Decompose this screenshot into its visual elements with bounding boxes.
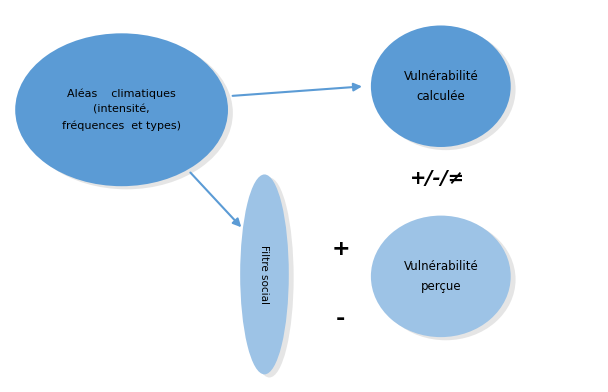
Text: Vulnérabilité
perçue: Vulnérabilité perçue — [404, 260, 478, 293]
Ellipse shape — [20, 36, 233, 189]
Ellipse shape — [15, 33, 228, 186]
Text: Filtre social: Filtre social — [260, 245, 269, 304]
Ellipse shape — [240, 174, 289, 374]
Text: -: - — [336, 309, 345, 330]
Ellipse shape — [376, 29, 516, 150]
Ellipse shape — [376, 219, 516, 340]
Text: Vulnérabilité
calculée: Vulnérabilité calculée — [404, 70, 478, 103]
Text: Aléas    climatiques
(intensité,
fréquences  et types): Aléas climatiques (intensité, fréquences… — [62, 89, 181, 131]
Text: +: + — [331, 239, 350, 259]
Ellipse shape — [371, 216, 511, 337]
Ellipse shape — [371, 25, 511, 147]
Ellipse shape — [245, 178, 294, 377]
Text: +/-/≠: +/-/≠ — [410, 169, 465, 188]
